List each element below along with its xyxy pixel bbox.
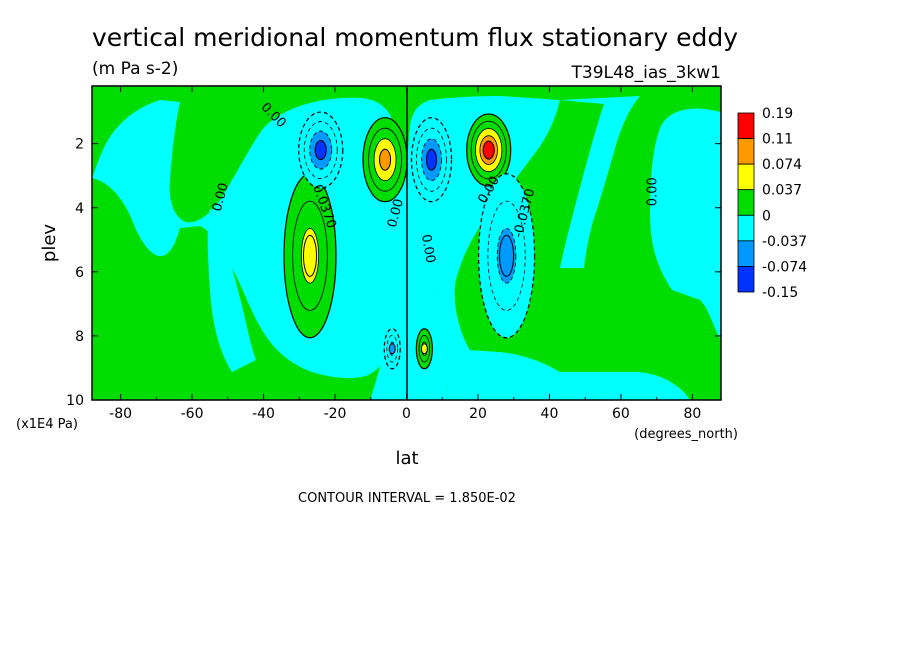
colorbar-swatch xyxy=(737,112,755,139)
positive-extremum-core xyxy=(303,234,318,277)
contour-label: 0.00 xyxy=(418,233,438,264)
x-axis: -80 -60 -40 -20 0 20 40 60 80 xyxy=(109,86,701,422)
cyan-north-gap xyxy=(560,96,640,268)
y-tick-label: 8 xyxy=(75,329,84,345)
contour-fills xyxy=(92,86,721,400)
contour-label: 0.00 xyxy=(646,177,661,206)
colorbar-swatch xyxy=(737,138,755,165)
colorbar-swatch xyxy=(737,240,755,267)
x-tick-label: -80 xyxy=(109,406,132,422)
contour-label: 0.00 xyxy=(210,181,232,213)
x-tick-label: 0 xyxy=(402,406,411,422)
contour-interval-note: CONTOUR INTERVAL = 1.850E-02 xyxy=(298,491,516,506)
colorbar-swatch xyxy=(737,266,755,293)
colorbar-label: -0.074 xyxy=(762,259,807,275)
colorbar-swatch xyxy=(737,163,755,191)
y-axis-units: (x1E4 Pa) xyxy=(16,417,78,432)
x-tick-label: -20 xyxy=(324,406,347,422)
colorbar-swatch xyxy=(737,189,755,216)
colorbar-label: 0 xyxy=(762,208,771,224)
y-tick-label: 10 xyxy=(66,393,84,409)
y-tick-label: 6 xyxy=(75,265,84,281)
colorbar-label: 0.037 xyxy=(762,183,802,199)
y-axis: 2 4 6 8 10 xyxy=(66,137,721,409)
colorbar-swatch xyxy=(737,214,755,242)
colorbar-label: 0.11 xyxy=(762,132,793,148)
cyan-south-column xyxy=(207,208,256,372)
colorbar-label: -0.15 xyxy=(762,285,798,301)
x-tick-label: 60 xyxy=(612,406,630,422)
contour-label: 0.00 xyxy=(385,197,407,229)
plot-area: 0.000.00 0.0370 0.000.000.00 -0.0370 0.00 xyxy=(91,85,722,401)
x-tick-label: 20 xyxy=(469,406,487,422)
y-axis-label: plev xyxy=(39,224,60,263)
run-label: T39L48_ias_3kw1 xyxy=(571,63,722,83)
y-tick-label: 2 xyxy=(75,137,84,153)
y-tick-label: 4 xyxy=(75,201,84,217)
x-axis-units: (degrees_north) xyxy=(634,427,738,442)
colorbar-label: 0.19 xyxy=(762,106,793,122)
negative-extremum-core xyxy=(426,148,438,171)
negative-extremum-core xyxy=(388,343,396,355)
positive-extremum-core xyxy=(420,343,428,355)
x-axis-label: lat xyxy=(395,448,418,469)
positive-extremum-core xyxy=(379,148,392,171)
x-tick-label: 40 xyxy=(541,406,559,422)
chart-units: (m Pa s-2) xyxy=(92,59,178,79)
colorbar-label: 0.074 xyxy=(762,157,802,173)
green-band-southwest xyxy=(92,178,448,400)
colorbar: 0.19 0.11 0.074 0.037 0 -0.037 -0.074 -0.15 xyxy=(737,106,807,301)
x-tick-label: -60 xyxy=(181,406,204,422)
x-tick-label: -40 xyxy=(252,406,275,422)
chart-title: vertical meridional momentum flux statio… xyxy=(92,23,738,52)
negative-extremum-core xyxy=(314,140,327,161)
x-tick-label: 80 xyxy=(683,406,701,422)
negative-extremum-core xyxy=(499,234,515,277)
colorbar-label: -0.037 xyxy=(762,234,807,250)
positive-extremum-core xyxy=(482,140,495,160)
